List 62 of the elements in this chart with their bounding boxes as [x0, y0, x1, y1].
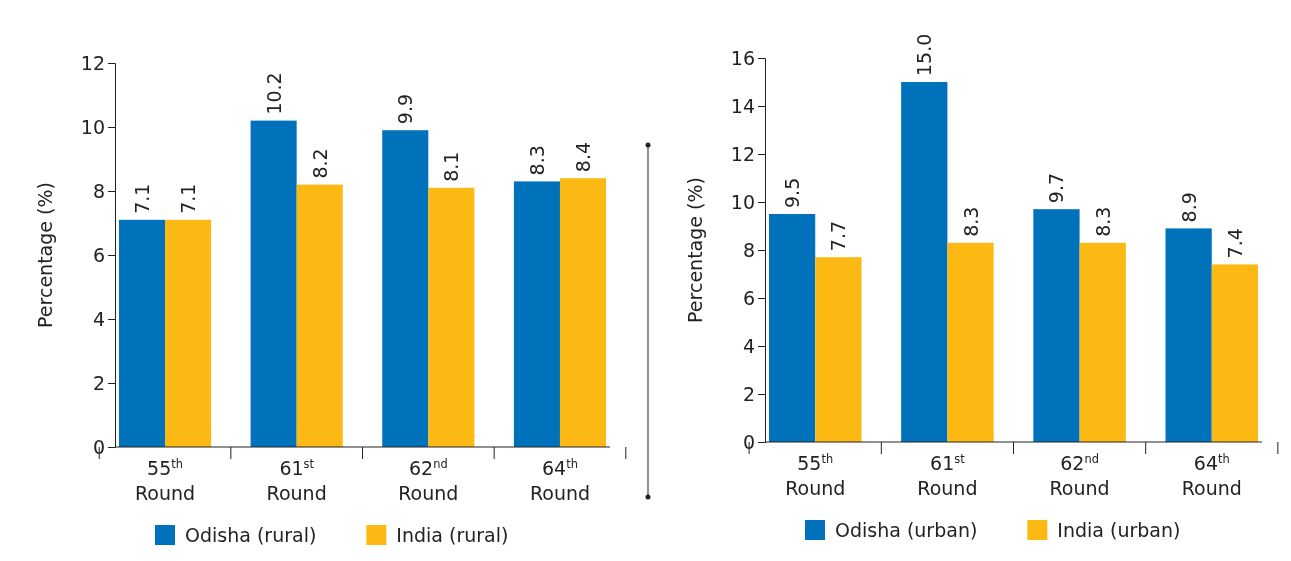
y-tick-label: 16: [730, 46, 755, 69]
x-tick-label: 64$^{th}$ Round: [1181, 452, 1242, 499]
bar: [118, 219, 166, 447]
y-tick-label: 0: [742, 430, 755, 453]
y-tick-label: 8: [742, 238, 755, 261]
data-label: 7.4: [1223, 228, 1246, 259]
legend-label: India (rural): [396, 524, 509, 546]
data-label: 8.3: [1091, 206, 1114, 237]
y-tick-label: 12: [80, 51, 105, 74]
bar: [901, 82, 948, 442]
y-tick-label: 8: [92, 179, 105, 202]
y-tick-label: 6: [742, 286, 755, 309]
y-tick-label: 2: [742, 382, 755, 405]
y-axis-title: Percentage (%): [34, 182, 56, 328]
bar: [1211, 264, 1259, 442]
data-label: 8.1: [440, 151, 463, 182]
bar: [1165, 228, 1212, 442]
data-label: 8.4: [572, 141, 595, 173]
bar: [250, 120, 297, 447]
bar: [768, 214, 816, 442]
data-label: 8.3: [959, 206, 982, 237]
data-label: 9.7: [1045, 172, 1068, 204]
data-label: 9.9: [394, 93, 417, 125]
y-tick-label: 14: [730, 94, 755, 117]
legend-label: Odisha (rural): [185, 524, 317, 546]
bar: [1033, 209, 1080, 442]
x-tick-label: 62$^{nd}$ Round: [398, 457, 459, 504]
y-tick-label: 6: [92, 243, 105, 266]
x-tick-label: 55$^{th}$ Round: [134, 457, 196, 504]
data-label: 7.1: [130, 183, 153, 214]
data-label: 9.5: [781, 177, 804, 208]
bar: [1079, 242, 1126, 442]
bar: [513, 181, 560, 447]
bar: [559, 178, 607, 447]
y-tick-label: 4: [742, 334, 755, 357]
y-tick-label: 10: [730, 190, 755, 213]
legend-label: India (urban): [1057, 519, 1181, 541]
data-label: 15.0: [913, 33, 936, 76]
bar: [815, 257, 862, 442]
y-axis-title: Percentage (%): [684, 177, 706, 323]
bar: [165, 219, 212, 447]
data-label: 7.7: [827, 220, 850, 252]
legend-label: Odisha (urban): [835, 519, 978, 541]
x-tick-label: 61$^{st}$ Round: [917, 452, 978, 499]
x-tick-label: 62$^{nd}$ Round: [1049, 452, 1110, 499]
x-tick-label: 55$^{th}$ Round: [785, 452, 846, 499]
y-tick-label: 10: [80, 115, 105, 138]
data-label: 8.9: [1177, 192, 1200, 223]
bar: [296, 184, 343, 447]
x-tick-label: 64$^{th}$ Round: [529, 457, 591, 504]
y-tick-label: 12: [730, 142, 755, 165]
data-label: 8.3: [525, 145, 548, 176]
data-label: 10.2: [262, 72, 285, 115]
data-label: 7.1: [177, 183, 200, 214]
y-tick-label: 2: [92, 371, 105, 394]
data-label: 8.2: [308, 148, 331, 179]
y-tick-label: 0: [92, 435, 105, 458]
bar: [382, 130, 429, 447]
y-tick-label: 4: [92, 307, 105, 330]
bar: [428, 187, 475, 447]
bar: [947, 242, 994, 442]
x-tick-label: 61$^{st}$ Round: [266, 457, 327, 504]
